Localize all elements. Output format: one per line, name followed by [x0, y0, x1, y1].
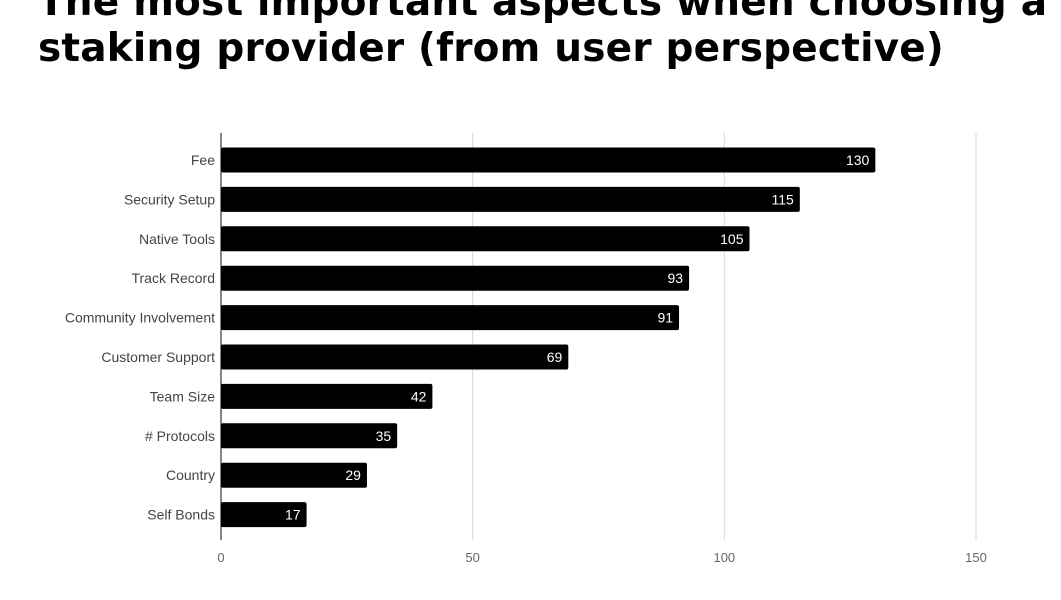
category-label: Community Involvement	[65, 310, 215, 326]
x-tick-label: 0	[217, 550, 224, 565]
category-label: Country	[166, 467, 215, 483]
x-tick-label: 50	[465, 550, 479, 565]
category-label: Customer Support	[101, 349, 215, 365]
data-label: 130	[846, 152, 870, 168]
data-label: 42	[411, 388, 427, 404]
bar	[221, 305, 680, 331]
title-line-1: The most important aspects when choosing…	[38, 0, 1048, 25]
category-label: Fee	[191, 152, 215, 168]
category-label: Security Setup	[124, 191, 215, 207]
data-label: 17	[285, 507, 301, 523]
data-label: 93	[668, 270, 684, 286]
bar	[221, 265, 690, 291]
bar	[221, 344, 569, 370]
bar	[221, 383, 433, 409]
data-label: 69	[547, 349, 563, 365]
category-label: Self Bonds	[147, 507, 215, 523]
data-label: 105	[720, 231, 744, 247]
data-label: 35	[376, 428, 392, 444]
category-label: Native Tools	[139, 231, 215, 247]
data-label: 91	[657, 310, 673, 326]
bar	[221, 423, 398, 449]
bar	[221, 186, 800, 212]
bar	[221, 462, 367, 488]
category-label: Team Size	[150, 388, 216, 404]
bar	[221, 147, 876, 173]
data-label: 115	[772, 191, 795, 207]
category-labels: Fee Security Setup Native Tools Track Recor…	[65, 152, 215, 523]
page-title: The most important aspects when choosing…	[38, 0, 1048, 72]
category-label: # Protocols	[145, 428, 215, 444]
x-tick-label: 150	[965, 550, 987, 565]
bar	[221, 502, 307, 528]
category-label: Track Record	[131, 270, 215, 286]
x-tick-label: 100	[713, 550, 735, 565]
data-label: 29	[345, 467, 361, 483]
bars: 130 115 105 93 91 69 42 35 29 17	[221, 147, 876, 528]
title-line-2: staking provider (from user perspective)	[38, 26, 944, 71]
bar	[221, 226, 750, 252]
x-tick-labels: 0 50 100 150	[217, 550, 986, 565]
